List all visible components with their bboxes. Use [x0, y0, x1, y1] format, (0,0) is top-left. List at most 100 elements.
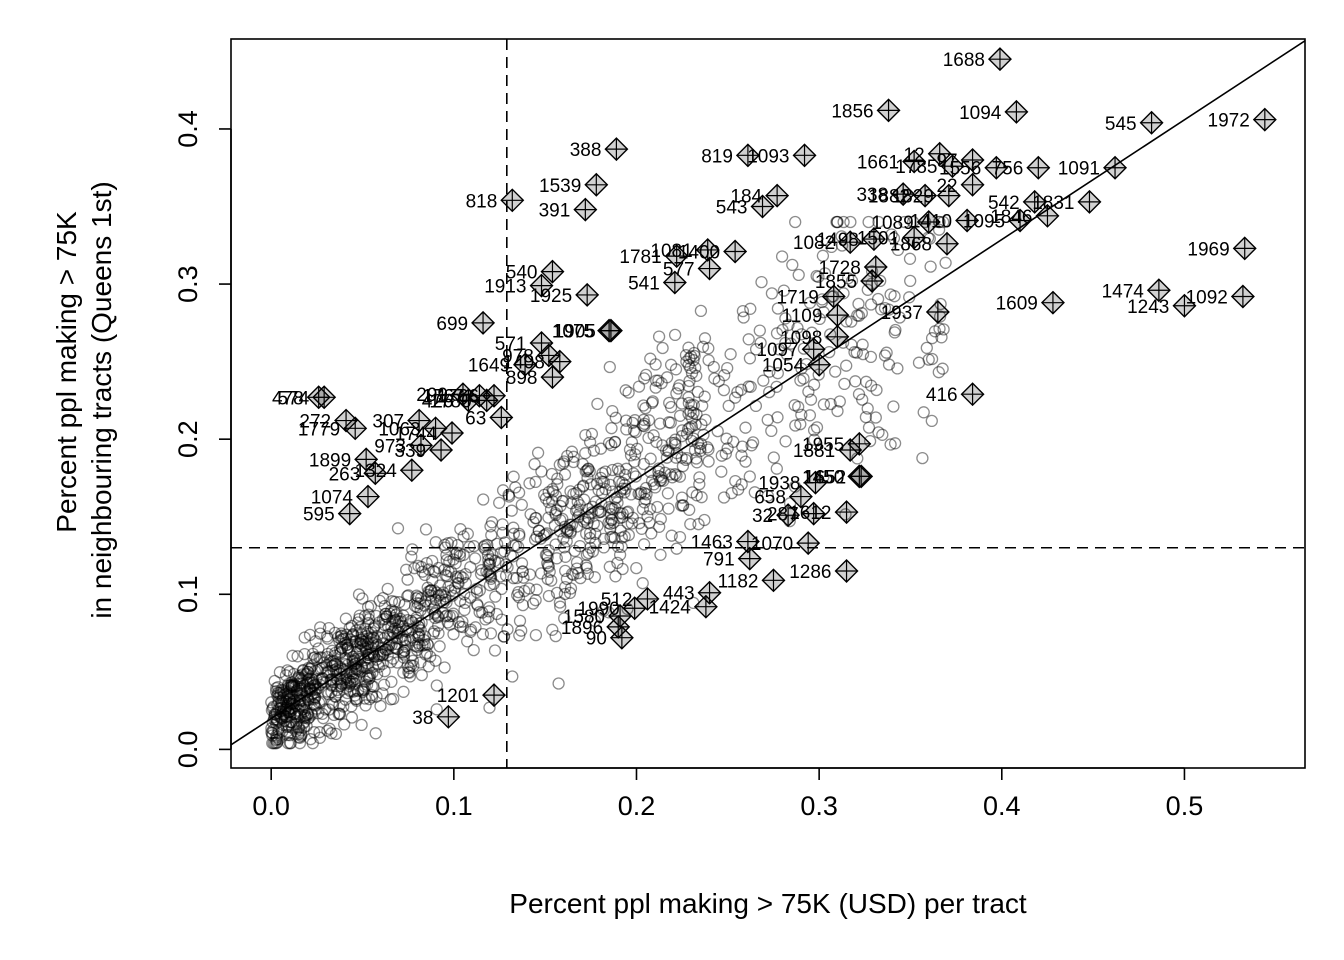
- background-point: [488, 644, 502, 657]
- background-point: [831, 404, 844, 418]
- background-point: [410, 592, 423, 605]
- background-point: [639, 493, 652, 506]
- background-point: [776, 323, 789, 337]
- background-point: [290, 716, 303, 729]
- background-point: [682, 379, 695, 393]
- x-axis-label: Percent ppl making > 75K (USD) per tract: [509, 888, 1027, 919]
- background-point: [464, 625, 477, 638]
- background-point: [293, 671, 306, 685]
- background-point: [515, 557, 529, 570]
- background-point: [265, 704, 279, 717]
- background-point: [298, 709, 311, 722]
- background-point: [325, 655, 338, 669]
- background-point: [535, 567, 548, 580]
- background-point: [622, 505, 635, 518]
- background-point: [611, 540, 625, 553]
- background-point: [267, 723, 280, 736]
- background-point: [424, 584, 437, 597]
- background-point: [328, 649, 342, 662]
- background-point: [673, 530, 687, 544]
- background-point: [885, 228, 898, 241]
- background-point: [719, 447, 732, 460]
- background-point: [282, 678, 295, 691]
- influential-point: [606, 614, 631, 639]
- background-point: [644, 452, 657, 465]
- background-point: [673, 409, 687, 422]
- influential-point: [662, 270, 687, 295]
- background-point: [429, 593, 442, 606]
- background-point: [748, 486, 761, 499]
- background-point: [354, 665, 367, 678]
- background-point: [338, 673, 351, 686]
- background-point: [271, 686, 284, 699]
- y-tick-label: 0.3: [173, 265, 203, 303]
- influential-point-label: 1109: [782, 306, 823, 327]
- background-point: [559, 550, 572, 563]
- background-point: [803, 409, 817, 422]
- background-point: [306, 687, 319, 700]
- influential-point-label: 1855: [815, 272, 857, 293]
- background-point: [794, 374, 807, 387]
- background-point: [429, 606, 442, 619]
- background-point: [398, 598, 411, 611]
- background-point: [611, 462, 625, 475]
- influential-point: [584, 172, 609, 197]
- influential-point-label: 1450: [802, 467, 844, 488]
- background-point: [498, 545, 511, 558]
- background-point: [428, 584, 441, 598]
- x-axis: 0.0 0.1 0.2 0.3 0.4 0.5: [252, 767, 1203, 821]
- background-point: [406, 631, 419, 644]
- background-point: [695, 418, 708, 431]
- background-point: [346, 628, 360, 641]
- background-point: [318, 656, 331, 669]
- background-point: [604, 531, 617, 544]
- influential-point: [838, 230, 863, 255]
- background-point: [871, 292, 885, 306]
- background-point: [292, 721, 306, 734]
- background-point: [592, 506, 605, 519]
- background-point: [365, 679, 378, 693]
- background-point: [478, 539, 492, 552]
- background-point: [351, 684, 365, 698]
- background-point: [619, 414, 633, 427]
- influential-point: [354, 447, 379, 472]
- background-point: [279, 669, 293, 682]
- influential-point: [984, 155, 1009, 180]
- background-point: [420, 646, 434, 660]
- background-point: [287, 679, 301, 692]
- influential-point-label: 1609: [996, 294, 1038, 315]
- y-tick-label: 0.1: [173, 576, 203, 614]
- background-point: [665, 529, 678, 542]
- background-point: [335, 641, 349, 655]
- background-point: [654, 512, 667, 526]
- y-axis: 0.00.10.20.30.4: [173, 110, 232, 768]
- influential-point: [1103, 155, 1128, 180]
- background-point: [715, 465, 728, 478]
- background-point: [795, 362, 808, 375]
- background-point: [292, 728, 305, 741]
- background-point: [539, 548, 553, 562]
- background-point: [824, 397, 837, 411]
- x-tick-label: 0.0: [252, 791, 290, 821]
- background-point: [341, 638, 354, 651]
- background-point: [369, 727, 382, 740]
- background-point: [829, 365, 842, 378]
- background-point: [380, 610, 394, 623]
- background-point: [372, 616, 386, 629]
- background-point: [619, 384, 632, 397]
- background-point: [882, 358, 896, 371]
- background-point: [281, 699, 294, 712]
- background-point: [506, 670, 519, 683]
- background-point: [411, 643, 424, 657]
- background-point: [342, 673, 355, 687]
- background-point: [549, 538, 562, 551]
- background-point: [413, 628, 426, 641]
- influential-point-label: 287: [767, 505, 799, 526]
- background-point: [426, 573, 439, 587]
- influential-point: [1230, 284, 1255, 309]
- background-point: [271, 680, 285, 694]
- influential-point: [735, 143, 760, 168]
- background-point: [561, 449, 574, 463]
- background-point: [361, 600, 375, 614]
- background-point: [560, 535, 573, 548]
